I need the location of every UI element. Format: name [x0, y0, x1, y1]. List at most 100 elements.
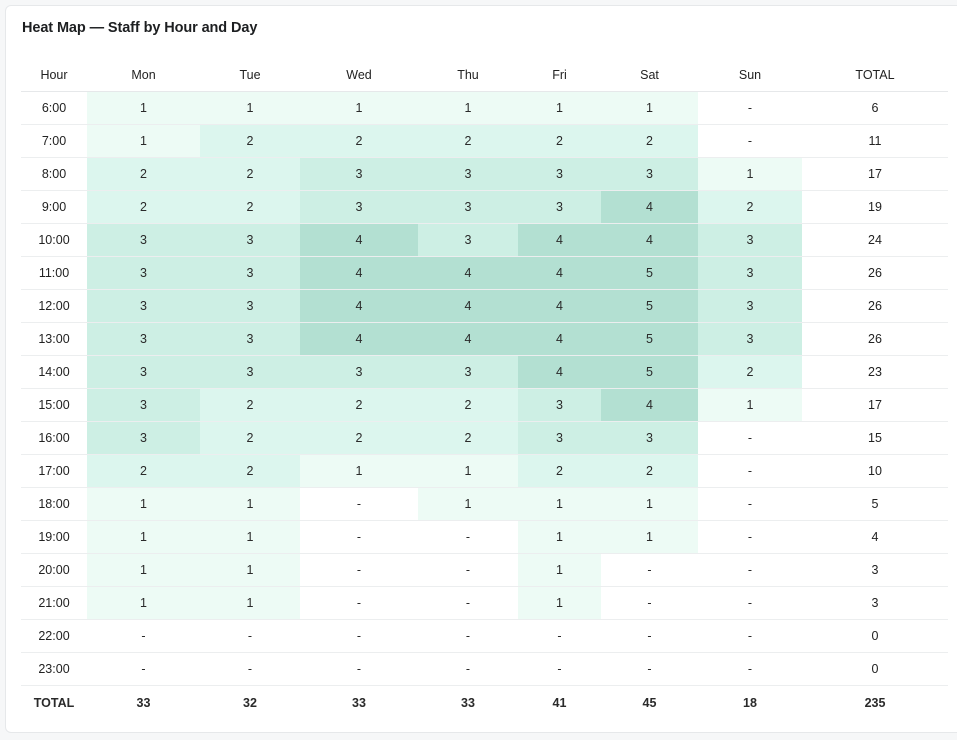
heat-cell-tue: 3 — [200, 355, 300, 389]
row-total: 23 — [802, 355, 948, 389]
heat-cell-thu: - — [418, 553, 518, 587]
heat-cell-sun: - — [698, 421, 802, 455]
heat-cell-thu: - — [418, 586, 518, 620]
heat-cell-thu: 3 — [418, 355, 518, 389]
heat-cell-thu: 3 — [418, 223, 518, 257]
row-hour-label: 22:00 — [21, 619, 87, 653]
table-row: 21:00 1 1- -1- -3 — [21, 586, 948, 620]
heat-cell-sun: - — [698, 124, 802, 158]
heat-cell-thu: 2 — [418, 421, 518, 455]
row-hour-label: 9:00 — [21, 190, 87, 224]
column-total-sun: 18 — [743, 695, 757, 710]
table-row: 22:00- - - - - - -0 — [21, 619, 948, 653]
heat-cell-thu: 1 — [418, 454, 518, 488]
row-hour-label: 20:00 — [21, 553, 87, 587]
heat-cell-wed: 3 — [300, 190, 418, 224]
heat-cell-sun: - — [698, 487, 802, 521]
heat-cell-thu: 2 — [418, 388, 518, 422]
row-total: 26 — [802, 256, 948, 290]
heat-cell-wed: 3 — [300, 157, 418, 191]
row-hour-label: 18:00 — [21, 487, 87, 521]
table-row: 15:00 3 2 2 2 3 4 1 17 — [21, 388, 948, 422]
row-total: 3 — [802, 553, 948, 587]
table-row: 16:00 3 2 2 2 3 3-15 — [21, 421, 948, 455]
heat-cell-fri: - — [518, 652, 601, 686]
heat-cell-tue: 3 — [200, 256, 300, 290]
heat-cell-thu: - — [418, 619, 518, 653]
heat-cell-thu: 1 — [418, 91, 518, 125]
table-row: 11:00 3 3 4 4 4 5 3 26 — [21, 256, 948, 290]
heat-cell-fri: 2 — [518, 454, 601, 488]
heat-cell-fri: 1 — [518, 487, 601, 521]
column-header-total: TOTAL — [802, 58, 948, 92]
heat-cell-wed: 4 — [300, 223, 418, 257]
heat-cell-mon: 3 — [87, 289, 200, 323]
table-row: 19:00 1 1- -1 1-4 — [21, 520, 948, 554]
heat-cell-fri: 3 — [518, 388, 601, 422]
heat-cell-wed: 2 — [300, 421, 418, 455]
heat-cell-sat: - — [601, 553, 698, 587]
row-hour-label: 8:00 — [21, 157, 87, 191]
heat-cell-sun: 3 — [698, 223, 802, 257]
heat-cell-tue: 2 — [200, 157, 300, 191]
heat-cell-mon: - — [87, 619, 200, 653]
column-header-thu: Thu — [418, 58, 518, 92]
heat-cell-sat: 5 — [601, 322, 698, 356]
heat-cell-fri: 3 — [518, 157, 601, 191]
row-hour-label: 23:00 — [21, 652, 87, 686]
row-hour-label: 12:00 — [21, 289, 87, 323]
heat-cell-fri: 1 — [518, 91, 601, 125]
column-header-mon: Mon — [87, 58, 200, 92]
heat-cell-sun: - — [698, 91, 802, 125]
heat-cell-thu: - — [418, 520, 518, 554]
heat-cell-sun: - — [698, 586, 802, 620]
heat-cell-tue: 1 — [200, 553, 300, 587]
column-total-mon: 33 — [136, 695, 151, 710]
heat-cell-mon: 1 — [87, 520, 200, 554]
heat-cell-sat: - — [601, 619, 698, 653]
heat-cell-sat: 1 — [601, 91, 698, 125]
heat-cell-sun: 1 — [698, 157, 802, 191]
heat-cell-fri: 3 — [518, 421, 601, 455]
heat-cell-fri: 4 — [518, 322, 601, 356]
heat-cell-thu: 4 — [418, 322, 518, 356]
row-total: 11 — [802, 124, 948, 158]
page-title: Heat Map — Staff by Hour and Day — [22, 20, 258, 36]
row-hour-label: 21:00 — [21, 586, 87, 620]
heat-cell-fri: 3 — [518, 190, 601, 224]
column-total-sat: 45 — [642, 695, 657, 710]
totals-row: TOTAL 33 32 33 33 41 45 18 235 — [21, 686, 948, 720]
heat-cell-tue: 1 — [200, 487, 300, 521]
heat-cell-tue: 3 — [200, 289, 300, 323]
totals-label: TOTAL — [33, 695, 75, 710]
heat-cell-fri: 1 — [518, 520, 601, 554]
column-header-tue: Tue — [200, 58, 300, 92]
table-row: 13:00 3 3 4 4 4 5 3 26 — [21, 322, 948, 356]
column-header-sat: Sat — [601, 58, 698, 92]
heat-cell-mon: 3 — [87, 322, 200, 356]
row-total: 5 — [802, 487, 948, 521]
heat-cell-sat: 2 — [601, 124, 698, 158]
heat-cell-sun: - — [698, 553, 802, 587]
heat-cell-wed: 2 — [300, 124, 418, 158]
row-hour-label: 15:00 — [21, 388, 87, 422]
heat-cell-sun: - — [698, 520, 802, 554]
table-row: 14:00 3 3 3 3 4 5 2 23 — [21, 355, 948, 389]
heat-cell-mon: 3 — [87, 421, 200, 455]
table-row: 20:00 1 1- -1- -3 — [21, 553, 948, 587]
row-total: 26 — [802, 322, 948, 356]
heat-cell-thu: 3 — [418, 157, 518, 191]
heatmap-table: Hour Mon Tue Wed Thu Fri Sat Sun TOTAL 6… — [21, 58, 948, 719]
header-row: Hour Mon Tue Wed Thu Fri Sat Sun TOTAL — [21, 58, 948, 92]
heat-cell-wed: - — [300, 520, 418, 554]
heat-cell-sat: 1 — [601, 487, 698, 521]
heat-cell-mon: 2 — [87, 190, 200, 224]
heat-cell-sun: - — [698, 454, 802, 488]
heat-cell-mon: 1 — [87, 487, 200, 521]
row-total: 17 — [802, 388, 948, 422]
heat-cell-tue: - — [200, 619, 300, 653]
row-total: 26 — [802, 289, 948, 323]
row-total: 10 — [802, 454, 948, 488]
heat-cell-wed: 4 — [300, 322, 418, 356]
heat-cell-thu: - — [418, 652, 518, 686]
